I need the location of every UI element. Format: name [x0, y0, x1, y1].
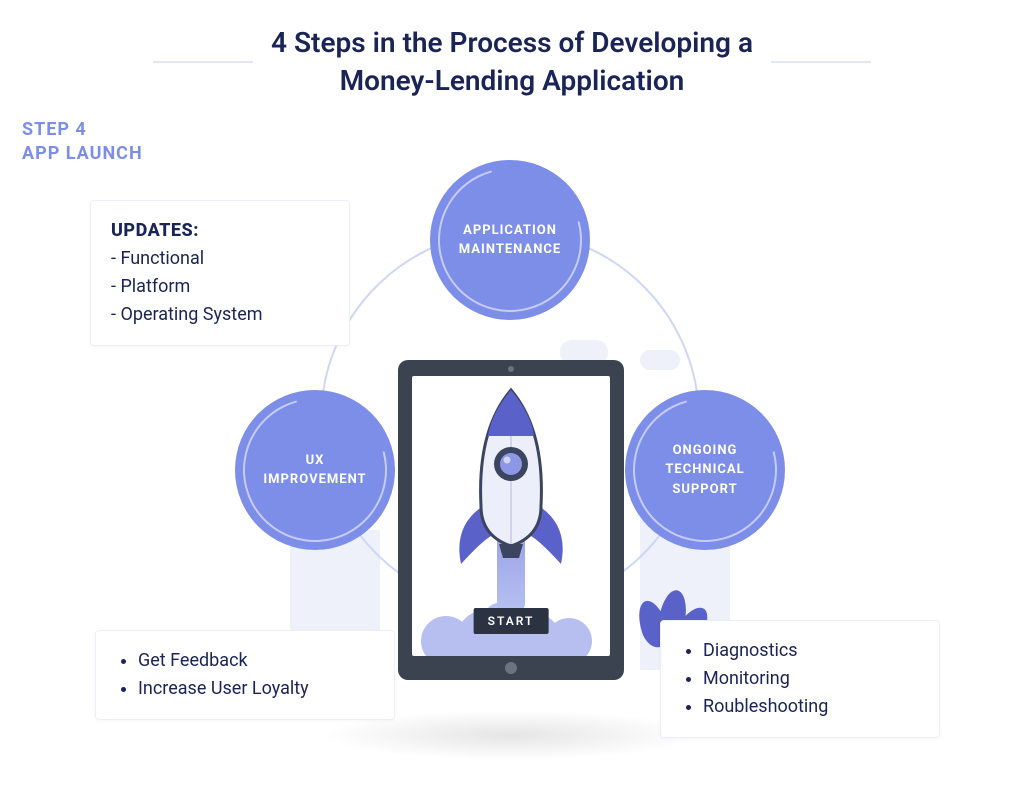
rocket-icon	[441, 386, 581, 586]
card-ux-item: Get Feedback	[138, 647, 374, 675]
step-number: STEP 4	[22, 118, 143, 142]
card-support: Diagnostics Monitoring Roubleshooting	[660, 620, 940, 738]
card-updates: UPDATES: Functional Platform Operating S…	[90, 200, 350, 346]
card-updates-item: Functional	[111, 245, 329, 273]
tablet-screen: START	[412, 376, 610, 656]
title-divider-right	[771, 61, 871, 63]
node-label: APPLICATIONMAINTENANCE	[459, 221, 561, 260]
tablet-device: START	[398, 360, 624, 680]
card-support-item: Roubleshooting	[703, 693, 919, 721]
card-updates-title: UPDATES:	[111, 217, 329, 245]
diagram-area: START APPLICATIONMAINTENANCE UXIMPROVEME…	[0, 150, 1024, 790]
title-divider-left	[153, 61, 253, 63]
title-row: 4 Steps in the Process of Developing aMo…	[0, 0, 1024, 100]
page-title: 4 Steps in the Process of Developing aMo…	[271, 24, 753, 100]
card-support-item: Diagnostics	[703, 637, 919, 665]
card-updates-item: Operating System	[111, 301, 329, 329]
tablet-camera-icon	[508, 366, 514, 372]
node-label: ONGOINGTECHNICALSUPPORT	[665, 441, 744, 500]
node-application-maintenance: APPLICATIONMAINTENANCE	[430, 160, 590, 320]
tablet-home-icon	[505, 662, 517, 674]
card-support-item: Monitoring	[703, 665, 919, 693]
card-ux: Get Feedback Increase User Loyalty	[95, 630, 395, 720]
card-updates-item: Platform	[111, 273, 329, 301]
node-ux-improvement: UXIMPROVEMENT	[235, 390, 395, 550]
node-label: UXIMPROVEMENT	[263, 451, 366, 490]
start-button[interactable]: START	[474, 608, 549, 634]
node-ongoing-support: ONGOINGTECHNICALSUPPORT	[625, 390, 785, 550]
card-ux-item: Increase User Loyalty	[138, 675, 374, 703]
